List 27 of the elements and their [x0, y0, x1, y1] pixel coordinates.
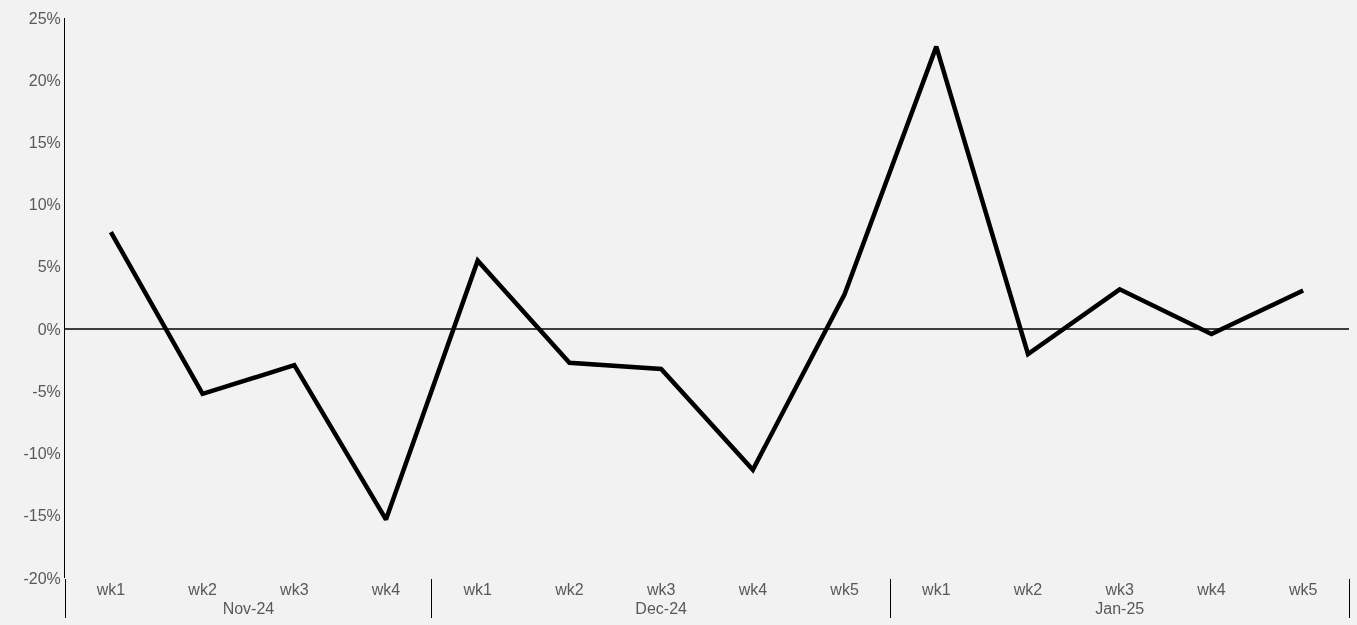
y-tick-label: -20% [23, 569, 61, 587]
x-tick-label: wk1 [95, 581, 126, 598]
y-tick-label: -15% [23, 507, 61, 525]
x-tick-label: wk2 [187, 581, 217, 598]
text: Dec-24 [635, 600, 688, 617]
x-tick-label: wk1 [462, 581, 493, 598]
y-tick-label: 25% [28, 9, 61, 27]
y-tick-label: 20% [28, 71, 61, 89]
y-tick-label: 15% [28, 134, 61, 152]
text: Nov-24 [222, 600, 275, 617]
text: Jan-25 [1095, 600, 1145, 617]
x-tick-label: wk4 [370, 581, 401, 598]
y-tick-label: -5% [32, 382, 61, 400]
x-tick-label: wk3 [1104, 581, 1135, 598]
x-tick-label: wk4 [737, 581, 768, 598]
y-tick-label: 10% [28, 196, 61, 214]
y-tick-label: -10% [23, 445, 61, 463]
x-tick-label: wk5 [829, 581, 859, 598]
x-tick-label: wk2 [554, 581, 584, 598]
x-tick-label: wk5 [1287, 581, 1318, 598]
x-tick-label: wk2 [1012, 581, 1043, 598]
y-tick-label: 0% [37, 320, 61, 338]
x-tick-label: wk3 [645, 581, 676, 598]
x-tick-label: wk3 [279, 581, 309, 598]
x-tick-label: wk1 [921, 581, 951, 598]
y-tick-label: 5% [37, 258, 61, 276]
x-tick-label: wk4 [1196, 581, 1226, 598]
